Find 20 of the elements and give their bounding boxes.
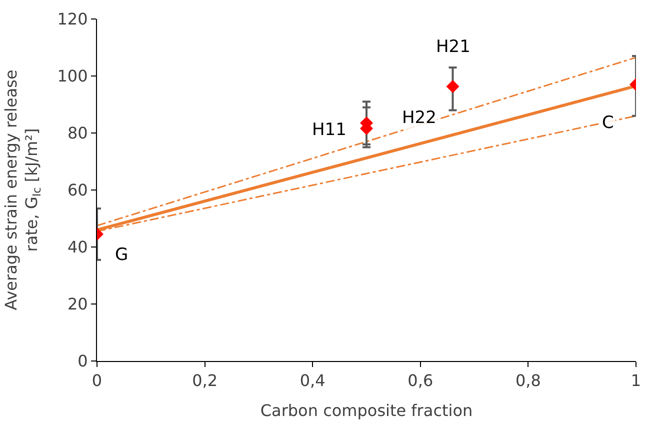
point <box>446 80 460 94</box>
x-tick-label: 0 <box>92 371 102 390</box>
x-tick-label: 0,8 <box>515 371 541 390</box>
x-tick-label: 0,2 <box>192 371 218 390</box>
annotation: H21 <box>436 37 470 57</box>
x-tick-label: 0,4 <box>300 371 326 390</box>
y-tick-label: 0 <box>78 352 88 371</box>
x-tick-label: 0,6 <box>408 371 434 390</box>
y-tick-label: 40 <box>67 238 88 257</box>
y-tick-label: 120 <box>57 10 88 29</box>
x-tick-label: 1 <box>630 371 642 390</box>
annotation: C <box>602 113 614 133</box>
x-axis-title: Carbon composite fraction <box>260 400 473 420</box>
y-tick-label: 100 <box>57 66 88 86</box>
annotation: G <box>115 245 128 265</box>
y-tick-label: 80 <box>67 124 88 143</box>
annotation: H11 <box>312 120 346 140</box>
y-tick-label: 20 <box>67 294 88 314</box>
annotation: H22 <box>402 108 436 128</box>
y-tick-label: 60 <box>67 180 88 200</box>
